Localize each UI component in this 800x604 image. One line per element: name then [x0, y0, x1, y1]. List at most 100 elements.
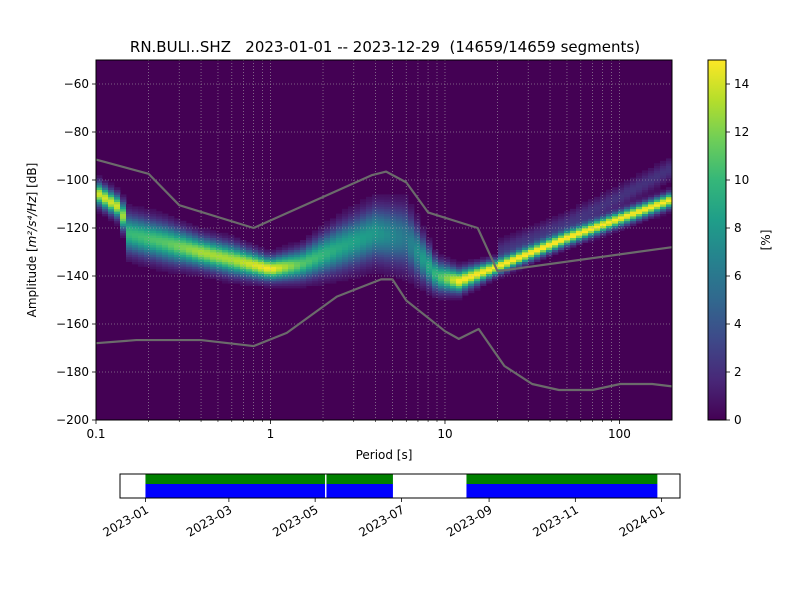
heatmap-cell [426, 264, 433, 267]
heatmap-cell [168, 249, 175, 253]
heatmap-cell [390, 208, 397, 212]
heatmap-cell [258, 259, 265, 262]
heatmap-cell [384, 220, 391, 224]
heatmap-cell [414, 266, 421, 270]
heatmap-cell [132, 220, 139, 224]
heatmap-cell [390, 230, 397, 234]
heatmap-cell [144, 208, 151, 212]
heatmap-cell [96, 211, 103, 214]
heatmap-cell [96, 199, 103, 202]
heatmap-cell [240, 240, 247, 243]
heatmap-cell [408, 204, 415, 207]
heatmap-cell [426, 278, 433, 282]
heatmap-cell [552, 240, 559, 243]
heatmap-cell [114, 208, 121, 212]
heatmap-cell [432, 271, 439, 274]
heatmap-cell [642, 192, 649, 195]
y-tick-label: −120 [56, 221, 89, 235]
heatmap-cell [228, 254, 235, 258]
heatmap-cell [624, 196, 631, 200]
heatmap-cell [96, 196, 103, 200]
heatmap-cell [108, 196, 115, 200]
heatmap-cell [384, 259, 391, 262]
heatmap-cell [156, 220, 163, 224]
heatmap-cell [150, 235, 157, 238]
heatmap-cell [234, 259, 241, 262]
colorbar-tick-label: 0 [734, 413, 742, 427]
heatmap-cell [624, 180, 631, 183]
heatmap-cell [192, 252, 199, 255]
heatmap-cell [636, 182, 643, 186]
heatmap-cell [168, 247, 175, 250]
heatmap-cell [498, 266, 505, 270]
heatmap-cell [402, 266, 409, 270]
heatmap-cell [234, 268, 241, 272]
heatmap-cell [318, 268, 325, 272]
heatmap-cell [474, 268, 481, 272]
heatmap-cell [414, 235, 421, 238]
heatmap-cell [228, 273, 235, 277]
heatmap-cell [372, 223, 379, 226]
heatmap-cell [438, 254, 445, 258]
heatmap-cell [282, 268, 289, 272]
heatmap-cell [432, 292, 439, 296]
heatmap-cell [276, 254, 283, 258]
availability-frame [119, 473, 681, 499]
heatmap-cell [198, 237, 205, 241]
heatmap-cell [114, 187, 121, 190]
heatmap-cell [510, 237, 517, 241]
heatmap-cell [414, 232, 421, 236]
heatmap-cell [270, 268, 277, 272]
heatmap-cell [372, 240, 379, 243]
heatmap-cell [222, 237, 229, 241]
heatmap-cell [660, 192, 667, 195]
heatmap-cell [552, 228, 559, 231]
heatmap-cell [378, 247, 385, 250]
heatmap-cell [660, 180, 667, 183]
heatmap-cell [150, 266, 157, 270]
heatmap-cell [216, 242, 223, 246]
heatmap-cell [654, 170, 661, 174]
heatmap-cell [612, 206, 619, 210]
heatmap-cell [390, 220, 397, 224]
heatmap-cell [528, 259, 535, 262]
heatmap-cell [432, 290, 439, 294]
heatmap-cell [138, 208, 145, 212]
heatmap-cell [366, 271, 373, 274]
heatmap-cell [600, 225, 607, 229]
heatmap-cell [372, 228, 379, 231]
heatmap-cell [186, 271, 193, 274]
heatmap-cell [348, 264, 355, 267]
heatmap-cell [612, 189, 619, 193]
heatmap-cell [426, 280, 433, 284]
heatmap-cell [402, 256, 409, 260]
heatmap-cell [360, 273, 367, 277]
heatmap-cell [150, 264, 157, 267]
heatmap-cell [126, 220, 133, 224]
heatmap-cell [606, 206, 613, 210]
heatmap-cell [594, 235, 601, 238]
heatmap-cell [288, 271, 295, 274]
heatmap-cell [156, 256, 163, 260]
heatmap-cell [402, 249, 409, 253]
heatmap-cell [408, 278, 415, 282]
heatmap-cell [444, 292, 451, 296]
heatmap-cell [360, 223, 367, 226]
heatmap-cell [444, 256, 451, 260]
heatmap-cell [366, 208, 373, 212]
heatmap-cell [378, 242, 385, 246]
heatmap-cell [648, 184, 655, 188]
heatmap-cell [408, 276, 415, 279]
heatmap-cell [456, 276, 463, 279]
heatmap-cell [372, 204, 379, 207]
heatmap-cell [396, 266, 403, 270]
heatmap-cell [138, 256, 145, 260]
heatmap-cell [414, 240, 421, 243]
heatmap-cell [600, 220, 607, 224]
heatmap-cell [144, 228, 151, 231]
heatmap-cell [312, 240, 319, 243]
y-tick-label: −140 [56, 269, 89, 283]
heatmap-cell [216, 240, 223, 243]
heatmap-cell [288, 285, 295, 289]
heatmap-cell [192, 264, 199, 267]
